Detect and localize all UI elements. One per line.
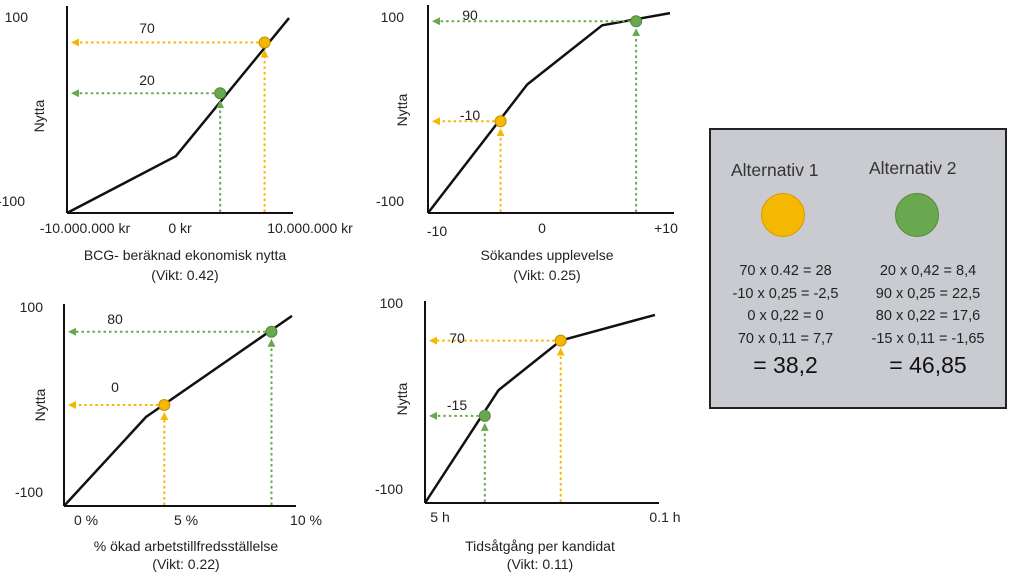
x-tick-label: 0 kr [168, 220, 192, 236]
x-tick-label: +10 [654, 220, 678, 236]
alternative-1-calculation: 70 x 0.42 = 28 -10 x 0,25 = -2,5 0 x 0,2… [711, 260, 860, 350]
weight-label: (Vikt: 0.22) [152, 556, 219, 572]
weight-label: (Vikt: 0.42) [151, 267, 218, 283]
utility-value-label: 70 [449, 330, 465, 346]
utility-value-label: 90 [462, 7, 478, 23]
weight-label: (Vikt: 0.11) [507, 556, 573, 572]
x-axis-label: Tidsåtgång per kandidat [465, 538, 615, 554]
utility-curve [66, 17, 290, 215]
weight-label: (Vikt: 0.25) [513, 267, 580, 283]
calc-row: 0 x 0,22 = 0 [747, 308, 824, 324]
alternative-2-circle [895, 193, 939, 237]
utility-value-label: -15 [447, 397, 467, 413]
utility-value-label: 70 [139, 20, 155, 36]
utility-curve [63, 314, 293, 507]
yellow-marker [258, 36, 271, 49]
x-tick-label: -10 [427, 223, 447, 239]
yellow-marker [158, 399, 171, 412]
green-marker [630, 15, 643, 28]
green-marker [214, 87, 227, 100]
y-axis-label: Nytta [32, 388, 48, 421]
x-tick-label: 5 % [174, 512, 198, 528]
utility-value-label: 20 [139, 72, 155, 88]
calc-row: -10 x 0,25 = -2,5 [732, 285, 839, 302]
calc-row: 90 x 0,25 = 22,5 [875, 285, 981, 302]
y-axis-label: Nytta [31, 99, 47, 132]
alternative-1-circle [761, 193, 805, 237]
y-tick-label: 100 [20, 299, 44, 315]
x-axis-label: % ökad arbetstillfredsställelse [94, 538, 279, 554]
calc-row: 70 x 0,11 = 7,7 [737, 330, 834, 347]
calc-row: 20 x 0,42 = 8,4 [879, 263, 977, 279]
utility-value-label: 0 [111, 379, 119, 395]
x-axis-label: Sökandes upplevelse [480, 247, 613, 263]
y-tick-label: -100 [0, 193, 25, 209]
x-tick-label: -10.000.000 kr [40, 220, 131, 236]
utility-curve [423, 313, 656, 504]
summary-box: Alternativ 1 70 x 0.42 = 28 -10 x 0,25 =… [709, 128, 1007, 409]
x-tick-label: 0 % [74, 512, 98, 528]
green-marker [478, 409, 491, 422]
y-tick-label: 100 [380, 295, 404, 311]
green-marker [265, 325, 278, 338]
utility-value-label: -10 [460, 107, 480, 123]
alternative-2-title: Alternativ 2 [869, 158, 957, 178]
y-tick-label: -100 [15, 484, 43, 500]
x-tick-label: 0 [538, 220, 546, 236]
alternative-2-calculation: 20 x 0,42 = 8,4 90 x 0,25 = 22,5 80 x 0,… [857, 260, 999, 350]
y-tick-label: 100 [381, 9, 405, 25]
alternative-2-total: = 46,85 [889, 352, 967, 378]
y-tick-label: -100 [375, 481, 403, 497]
y-tick-label: 100 [5, 9, 29, 25]
x-tick-label: 0.1 h [649, 509, 680, 525]
x-tick-label: 10 % [290, 512, 322, 528]
x-axis-label: BCG- beräknad ekonomisk nytta [84, 247, 287, 263]
x-tick-label: 5 h [430, 509, 449, 525]
calc-row: 80 x 0,22 = 17,6 [875, 308, 981, 324]
alternative-1-total: = 38,2 [753, 352, 818, 378]
yellow-marker [494, 115, 507, 128]
y-tick-label: -100 [376, 193, 404, 209]
calc-row: -15 x 0,11 = -1,65 [871, 330, 985, 347]
x-tick-label: 10.000.000 kr [267, 220, 353, 236]
utility-value-label: 80 [107, 311, 123, 327]
alternative-1-title: Alternativ 1 [731, 160, 819, 180]
calc-row: 70 x 0.42 = 28 [739, 263, 832, 279]
y-axis-label: Nytta [394, 382, 410, 415]
y-axis-label: Nytta [394, 93, 410, 126]
yellow-marker [554, 334, 567, 347]
